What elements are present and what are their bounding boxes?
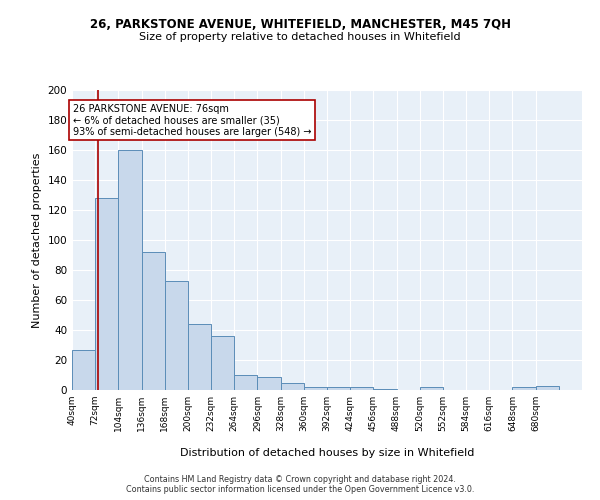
Bar <box>188 324 211 390</box>
Bar <box>95 198 118 390</box>
Bar <box>72 350 95 390</box>
Y-axis label: Number of detached properties: Number of detached properties <box>32 152 42 328</box>
Bar <box>165 280 188 390</box>
Text: 26, PARKSTONE AVENUE, WHITEFIELD, MANCHESTER, M45 7QH: 26, PARKSTONE AVENUE, WHITEFIELD, MANCHE… <box>89 18 511 30</box>
Text: 26 PARKSTONE AVENUE: 76sqm
← 6% of detached houses are smaller (35)
93% of semi-: 26 PARKSTONE AVENUE: 76sqm ← 6% of detac… <box>73 104 311 136</box>
Bar <box>211 336 234 390</box>
Bar <box>234 375 257 390</box>
Bar <box>257 376 281 390</box>
Text: Distribution of detached houses by size in Whitefield: Distribution of detached houses by size … <box>180 448 474 458</box>
Text: Size of property relative to detached houses in Whitefield: Size of property relative to detached ho… <box>139 32 461 42</box>
Bar <box>281 382 304 390</box>
Bar <box>373 388 397 390</box>
Bar <box>420 387 443 390</box>
Bar <box>350 387 373 390</box>
Bar <box>327 387 350 390</box>
Bar <box>118 150 142 390</box>
Bar <box>142 252 165 390</box>
Bar <box>304 387 327 390</box>
Text: Contains HM Land Registry data © Crown copyright and database right 2024.
Contai: Contains HM Land Registry data © Crown c… <box>126 474 474 494</box>
Bar <box>536 386 559 390</box>
Bar <box>512 387 536 390</box>
